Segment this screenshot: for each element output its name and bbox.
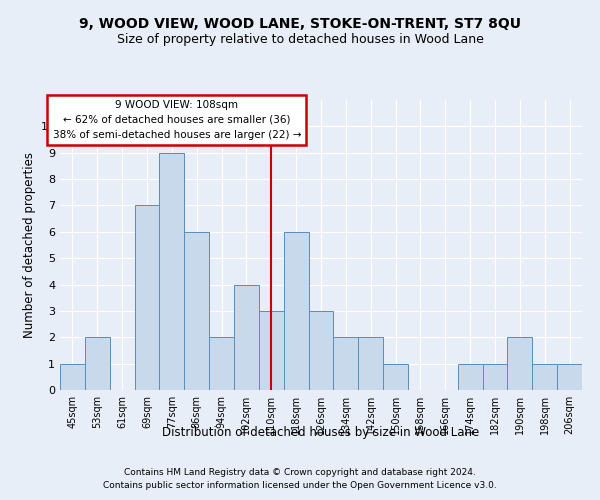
Text: 9 WOOD VIEW: 108sqm
← 62% of detached houses are smaller (36)
38% of semi-detach: 9 WOOD VIEW: 108sqm ← 62% of detached ho… bbox=[53, 100, 301, 140]
Bar bbox=[184, 232, 209, 390]
Bar bbox=[209, 338, 234, 390]
Y-axis label: Number of detached properties: Number of detached properties bbox=[23, 152, 35, 338]
Bar bbox=[134, 206, 160, 390]
Bar bbox=[284, 232, 308, 390]
Bar bbox=[458, 364, 482, 390]
Text: Contains public sector information licensed under the Open Government Licence v3: Contains public sector information licen… bbox=[103, 480, 497, 490]
Bar bbox=[358, 338, 383, 390]
Bar bbox=[532, 364, 557, 390]
Bar bbox=[334, 338, 358, 390]
Bar bbox=[60, 364, 85, 390]
Text: Size of property relative to detached houses in Wood Lane: Size of property relative to detached ho… bbox=[116, 32, 484, 46]
Text: 9, WOOD VIEW, WOOD LANE, STOKE-ON-TRENT, ST7 8QU: 9, WOOD VIEW, WOOD LANE, STOKE-ON-TRENT,… bbox=[79, 18, 521, 32]
Bar bbox=[259, 311, 284, 390]
Bar bbox=[85, 338, 110, 390]
Bar bbox=[482, 364, 508, 390]
Text: Contains HM Land Registry data © Crown copyright and database right 2024.: Contains HM Land Registry data © Crown c… bbox=[124, 468, 476, 477]
Bar bbox=[557, 364, 582, 390]
Bar bbox=[308, 311, 334, 390]
Bar bbox=[234, 284, 259, 390]
Bar bbox=[383, 364, 408, 390]
Text: Distribution of detached houses by size in Wood Lane: Distribution of detached houses by size … bbox=[163, 426, 479, 439]
Bar bbox=[160, 152, 184, 390]
Bar bbox=[508, 338, 532, 390]
